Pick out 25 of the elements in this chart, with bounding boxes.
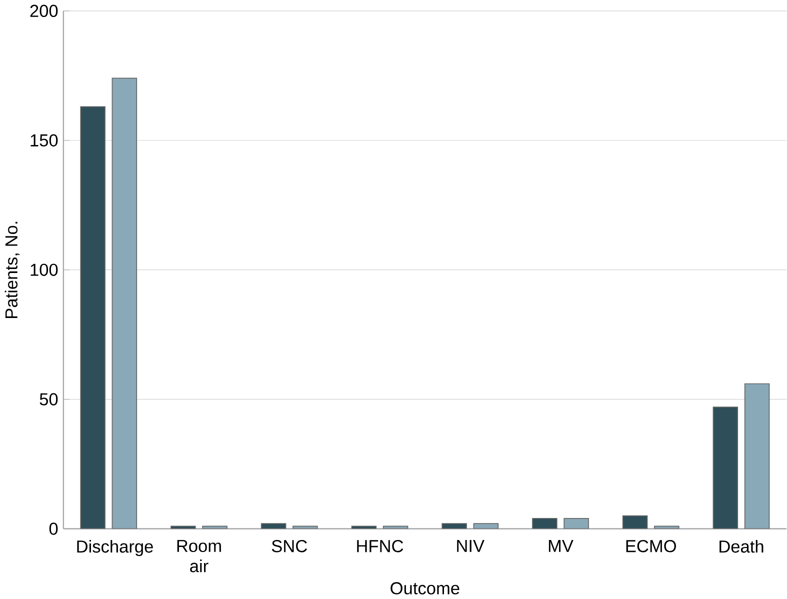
x-tick-label: HFNC [357,540,404,552]
x-tick-label: SNC [272,540,307,552]
y-axis-title: Patients, No. [4,222,20,318]
bar [622,515,648,529]
y-tick-label: 150 [30,134,58,146]
bar [80,106,106,529]
bar [351,526,377,529]
x-tick-label: Room air [177,540,221,572]
bar [744,383,770,529]
x-tick-label: Discharge [77,540,153,556]
bar [532,518,558,529]
y-tick-label: 200 [30,4,58,17]
bar [712,406,738,529]
bar [442,523,467,529]
y-tick-label: 50 [40,393,58,406]
x-tick-label: NIV [457,540,484,552]
x-axis-title: Outcome [390,582,460,594]
x-tick-label: MV [548,540,574,552]
y-tick-label: 100 [30,264,58,276]
y-tick-label: 0 [49,522,58,535]
bar [170,526,196,529]
bar [260,523,286,529]
x-tick-label: ECMO [626,540,676,552]
x-tick-label: Death [720,540,764,553]
bar [112,78,138,529]
